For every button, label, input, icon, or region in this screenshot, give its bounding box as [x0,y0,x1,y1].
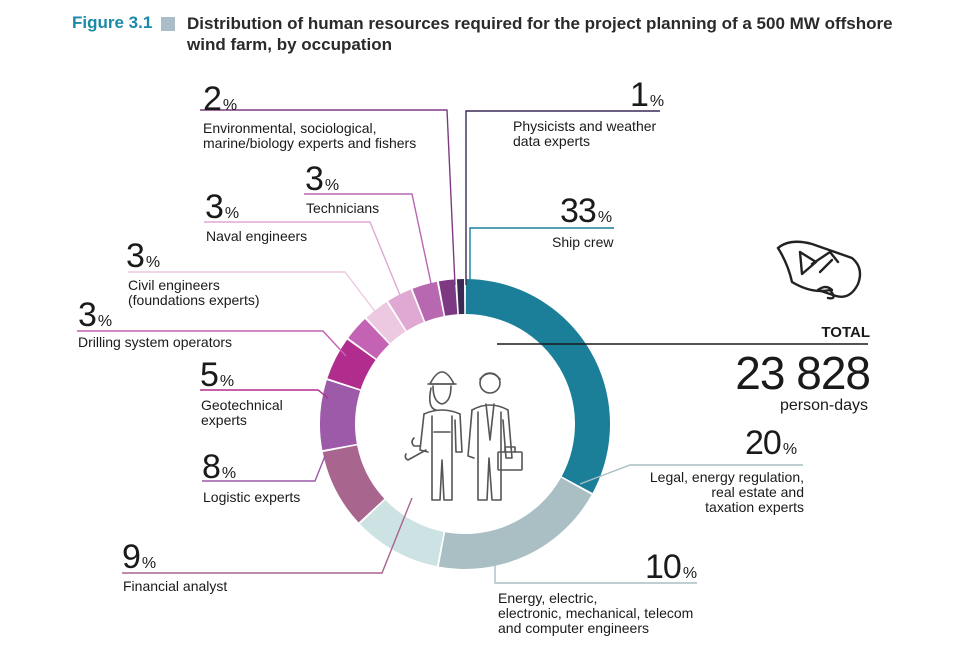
leader-line-environmental [200,109,456,286]
label-text-physicists: Physicists and weather data experts [513,118,657,149]
donut-slice-environmental-sociological-marine-biology-experts-and-fishers [438,279,458,316]
total-unit: person-days [779,397,868,414]
donut-slice-geotechnical-experts [327,339,376,390]
label-text-legal: Legal, energy regulation, real estate and… [649,469,804,515]
donut-slice-legal-energy-regulation-real-estate-and-taxation-experts [438,477,592,569]
label-text-drilling: Drilling system operators [78,334,233,350]
label-text-environmental: Environmental, sociological, marine/biolo… [203,120,417,151]
label-value-civil: 3% [126,237,161,275]
label-text-financial: Financial analyst [123,578,228,594]
label-text-technicians: Technicians [306,200,380,216]
leader-line-naval [204,221,403,301]
leader-line-physicists [465,110,660,285]
leader-line-drilling [77,330,347,357]
leader-line-ship [469,227,614,283]
scroll-map-icon [776,240,862,300]
donut-slice-technicians [412,281,444,322]
label-text-energy: Energy, electric, electronic, mechanical,… [498,590,694,636]
label-value-physicists: 1% [630,76,665,114]
figure-marker [161,17,175,31]
label-value-financial: 9% [122,538,157,576]
donut-slice-ship-crew [465,279,611,493]
total-value: 23 828 [735,347,871,399]
label-value-naval: 3% [205,188,240,226]
label-value-technicians: 3% [305,160,340,198]
label-text-ship: Ship crew [552,234,614,250]
donut-slice-drilling-system-operators [348,318,390,359]
donut-slice-logistic-experts [320,380,361,451]
total-label: TOTAL [821,324,870,341]
figure-label: Figure 3.1 [72,13,153,32]
label-value-environmental: 2% [203,80,238,118]
label-value-logistic: 8% [202,448,237,486]
label-value-energy: 10% [645,548,698,586]
label-value-drilling: 3% [78,296,113,334]
donut-slice-physicists-and-weather-data-experts [456,279,465,315]
leader-line-logistic [202,455,326,482]
leader-line-geotechnical [200,389,329,399]
donut-slice-naval-engineers [388,289,424,331]
label-text-geotechnical: Geotechnical experts [201,397,283,428]
leader-line-energy [494,538,697,584]
label-text-logistic: Logistic experts [203,489,301,505]
label-value-legal: 20% [745,424,798,462]
label-text-naval: Naval engineers [206,228,308,244]
label-value-ship: 33% [560,192,613,230]
donut-slice-financial-analyst [322,445,385,523]
leader-line-civil [128,271,381,319]
leader-line-legal [579,464,803,485]
figure-title: Distribution of human resources required… [187,14,893,54]
donut-slice-energy-electric-electronic-mechanical-telecom-and-computer-engineers [359,499,444,567]
workers-icon [404,371,523,501]
label-text-civil: Civil engineers (foundations experts) [128,277,260,308]
leader-line-financial [122,497,413,574]
leader-line-technicians [304,193,433,289]
label-value-geotechnical: 5% [200,356,235,394]
